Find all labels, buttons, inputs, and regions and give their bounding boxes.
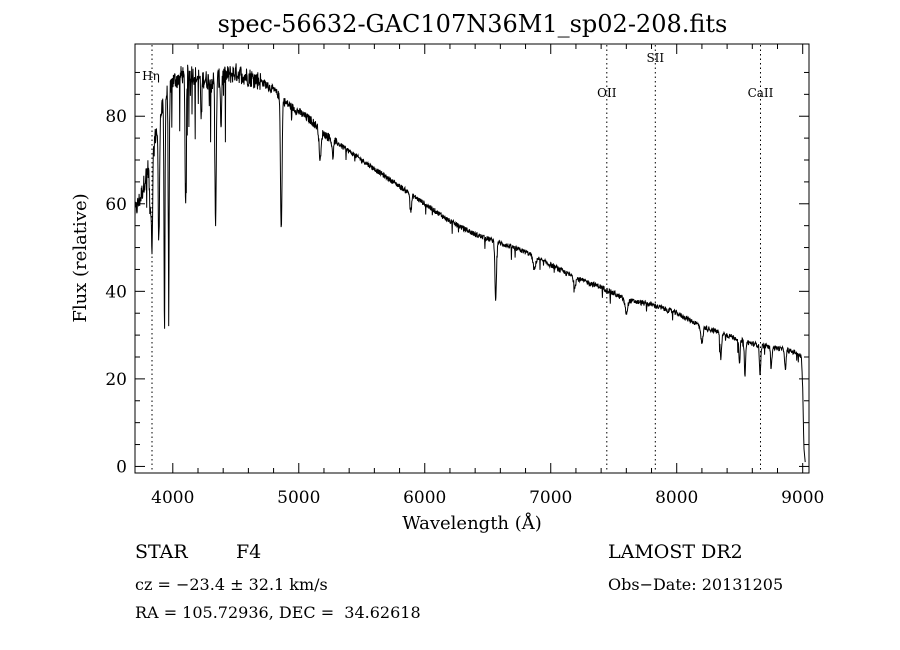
- chart-title: spec-56632-GAC107N36M1_sp02-208.fits: [217, 10, 728, 38]
- x-tick-label: 5000: [277, 488, 320, 508]
- line-marker-label: Hη: [142, 69, 160, 83]
- object-class: STAR: [135, 541, 188, 563]
- axis-ticks: [135, 44, 809, 473]
- plot-frame: [134, 43, 810, 474]
- line-marker-layer: Hη OII SII CaII: [142, 45, 774, 472]
- line-marker-label: SII: [646, 51, 664, 65]
- obs-date: Obs−Date: 20131205: [608, 575, 784, 594]
- x-tick-label: 7000: [529, 488, 572, 508]
- y-tick-label: 0: [116, 457, 127, 477]
- y-tick-label: 20: [105, 370, 127, 390]
- x-tick-label: 8000: [655, 488, 698, 508]
- redshift-text: cz = −23.4 ± 32.1 km/s: [135, 575, 328, 594]
- x-tick-label: 9000: [781, 488, 824, 508]
- y-tick-label: 80: [105, 107, 127, 127]
- subclass: F4: [236, 541, 262, 563]
- x-tick-label: 6000: [403, 488, 446, 508]
- axis-tick-labels: 4000 5000 6000 7000 8000 9000 0 20 40 60 80: [105, 107, 824, 508]
- coordinates: RA = 105.72936, DEC = 34.62618: [135, 603, 421, 622]
- y-axis-label: Flux (relative): [70, 193, 91, 322]
- y-tick-label: 40: [105, 282, 127, 302]
- line-marker-label: CaII: [748, 86, 774, 100]
- survey-name: LAMOST DR2: [608, 541, 743, 563]
- spectrum-line: [134, 63, 806, 463]
- x-tick-label: 4000: [151, 488, 194, 508]
- line-marker-label: OII: [597, 86, 617, 100]
- x-axis-label: Wavelength (Å): [402, 512, 542, 534]
- y-tick-label: 60: [105, 195, 127, 215]
